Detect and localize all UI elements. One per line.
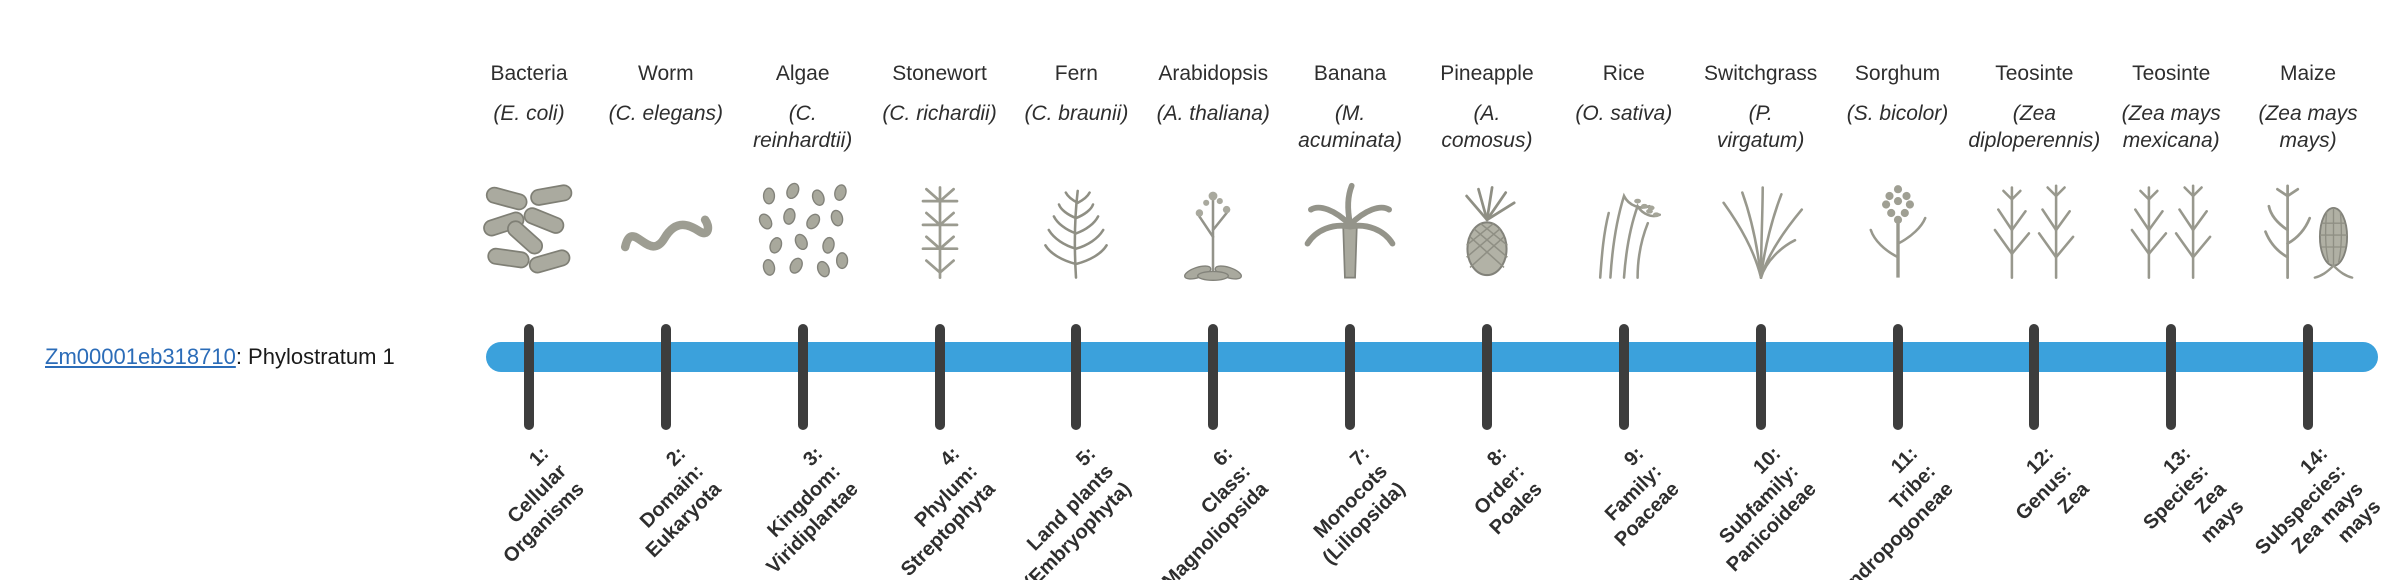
organism-name: Pineapple bbox=[1440, 62, 1534, 85]
organism-name: Arabidopsis bbox=[1158, 62, 1269, 85]
arabidopsis-icon bbox=[1157, 172, 1269, 284]
switchgrass-icon bbox=[1705, 172, 1817, 284]
banana-icon bbox=[1294, 172, 1406, 284]
timeline-tick bbox=[2166, 324, 2177, 430]
organism-name: Maize bbox=[2280, 62, 2337, 85]
timeline-tick bbox=[660, 324, 671, 430]
rice-icon bbox=[1568, 172, 1680, 284]
organism-sci-name: (O. sativa) bbox=[1575, 102, 1673, 125]
timeline-tick bbox=[797, 324, 808, 430]
teosinte-icon bbox=[2115, 172, 2227, 284]
timeline-tick bbox=[1618, 324, 1629, 430]
teosinte-icon bbox=[1978, 172, 2090, 284]
organism-name: Stonewort bbox=[892, 62, 987, 85]
gene-label: Zm00001eb318710: Phylostratum 1 bbox=[45, 342, 395, 372]
maize-icon bbox=[2252, 172, 2364, 284]
organism-name: Algae bbox=[775, 62, 830, 85]
organism-name: Banana bbox=[1313, 62, 1387, 85]
timeline-tick bbox=[1755, 324, 1766, 430]
organism-sci-name: (C. reinhardtii) bbox=[753, 102, 853, 152]
organism-sci-name: (S. bicolor) bbox=[1846, 102, 1949, 125]
gene-label-suffix: : Phylostratum 1 bbox=[235, 344, 395, 369]
timeline-bar bbox=[486, 342, 2378, 372]
organism-sci-name: (P. virgatum) bbox=[1716, 102, 1805, 152]
gene-link[interactable]: Zm00001eb318710 bbox=[45, 344, 236, 369]
organism-name: Teosinte bbox=[2132, 62, 2211, 85]
timeline-tick bbox=[1481, 324, 1492, 430]
organism-sci-name: (C. elegans) bbox=[608, 102, 724, 125]
organism-name: Bacteria bbox=[490, 62, 568, 85]
organism-name: Teosinte bbox=[1995, 62, 2074, 85]
organism-name: Switchgrass bbox=[1704, 62, 1818, 85]
organism-sci-name: (C. braunii) bbox=[1024, 102, 1129, 125]
worm-icon bbox=[610, 172, 722, 284]
fern-icon bbox=[1020, 172, 1132, 284]
stratum-label: 1: Cellular Organisms bbox=[499, 442, 589, 568]
timeline-tick bbox=[1892, 324, 1903, 430]
timeline-tick bbox=[2029, 324, 2040, 430]
organism-sci-name: (Zea mays mexicana) bbox=[2121, 102, 2221, 152]
organism-name: Worm bbox=[638, 62, 694, 85]
timeline-tick bbox=[1345, 324, 1356, 430]
algae-icon bbox=[747, 172, 859, 284]
organism-sci-name: (Zea mays mays) bbox=[2258, 102, 2358, 152]
sorghum-icon bbox=[1842, 172, 1954, 284]
organism-sci-name: (M. acuminata) bbox=[1298, 102, 1403, 152]
organism-name: Fern bbox=[1054, 62, 1098, 85]
organism-sci-name: (Zea diploperennis) bbox=[1968, 102, 2101, 152]
organism-sci-name: (A. thaliana) bbox=[1156, 102, 1270, 125]
timeline-tick bbox=[2303, 324, 2314, 430]
organism-sci-name: (A. comosus) bbox=[1441, 102, 1533, 152]
timeline-tick bbox=[1071, 324, 1082, 430]
pineapple-icon bbox=[1431, 172, 1543, 284]
organism-sci-name: (C. richardii) bbox=[882, 102, 997, 125]
timeline-tick bbox=[524, 324, 534, 430]
organism-name: Rice bbox=[1602, 62, 1645, 85]
organism-sci-name: (E. coli) bbox=[493, 102, 565, 125]
stonewort-icon bbox=[884, 172, 996, 284]
timeline-tick bbox=[1208, 324, 1219, 430]
timeline-tick bbox=[934, 324, 945, 430]
bacteria-icon bbox=[473, 172, 585, 284]
organism-name: Sorghum bbox=[1854, 62, 1941, 85]
